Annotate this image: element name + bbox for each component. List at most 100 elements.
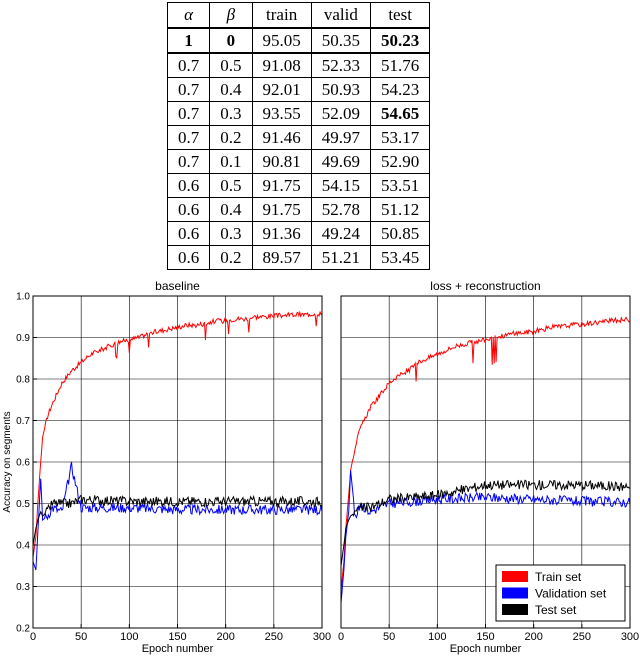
table-row: 0.6 0.5 91.75 54.15 53.51 — [166, 173, 431, 198]
chart-title: loss + reconstruction — [430, 279, 540, 293]
x-tick-label: 300 — [621, 631, 639, 643]
table-cell-beta: 0.3 — [209, 101, 253, 126]
table-cell-alpha: 0.7 — [166, 125, 211, 150]
accuracy-charts: baseline 0 50 100 150 200 250 300 0.2 0.3 0.4 0.5 0.… — [2, 279, 639, 655]
table-cell-alpha: 0.7 — [166, 101, 211, 126]
table-cell-valid: 52.78 — [310, 197, 372, 222]
table-header-row: α β train valid test — [166, 2, 431, 29]
table-cell-train: 91.08 — [251, 52, 312, 78]
table-cell-beta: 0.1 — [209, 149, 253, 174]
table-cell-test: 53.17 — [369, 125, 431, 150]
table-row: 1 0 95.05 50.35 50.23 — [166, 27, 431, 54]
x-tick-label: 0 — [30, 631, 36, 643]
table-cell-train: 91.46 — [251, 125, 312, 150]
table-cell-test: 50.23 — [369, 27, 431, 54]
legend-label: Test set — [535, 603, 577, 617]
y-tick-label: 0.8 — [16, 375, 30, 386]
table-cell-beta: 0.2 — [209, 245, 253, 270]
x-axis-label: Epoch number — [450, 643, 522, 655]
table-cell-valid: 52.09 — [310, 101, 372, 126]
table-cell-train: 91.36 — [251, 221, 312, 246]
chart-title: baseline — [155, 279, 200, 293]
table-body: 1 0 95.05 50.35 50.23 0.7 0.5 91.08 52.33 51.76 0.… — [166, 27, 431, 270]
table-row: 0.6 0.3 91.36 49.24 50.85 — [166, 221, 431, 246]
table-cell-train: 89.57 — [251, 245, 312, 270]
column-header-alpha: α — [166, 2, 211, 29]
table-cell-test: 54.23 — [369, 77, 431, 102]
table-cell-alpha: 0.6 — [166, 173, 211, 198]
table-cell-alpha: 1 — [166, 27, 211, 54]
table-cell-test: 51.76 — [369, 52, 431, 78]
series-line-validation-set — [340, 470, 631, 604]
y-tick-label: 0.4 — [16, 541, 30, 552]
column-header-beta: β — [209, 2, 253, 29]
table-cell-alpha: 0.6 — [166, 245, 211, 270]
y-axis-label: Accuracy on segments — [2, 411, 13, 512]
table-row: 0.6 0.2 89.57 51.21 53.45 — [166, 245, 431, 270]
legend-swatch — [502, 604, 528, 615]
series-line-test-set — [32, 494, 323, 546]
x-tick-label: 150 — [168, 631, 186, 643]
table-cell-beta: 0.4 — [209, 77, 253, 102]
table-cell-train: 91.75 — [251, 197, 312, 222]
table-cell-beta: 0.5 — [209, 52, 253, 78]
y-tick-label: 0.5 — [16, 499, 30, 510]
x-tick-label: 300 — [313, 631, 331, 643]
table-cell-alpha: 0.7 — [166, 77, 211, 102]
table-cell-test: 50.85 — [369, 221, 431, 246]
table-row: 0.7 0.5 91.08 52.33 51.76 — [166, 52, 431, 78]
x-axis-label: Epoch number — [142, 643, 214, 655]
table-cell-alpha: 0.6 — [166, 221, 211, 246]
table-cell-test: 52.90 — [369, 149, 431, 174]
column-header-train: train — [251, 2, 312, 29]
table-cell-train: 91.75 — [251, 173, 312, 198]
table-cell-alpha: 0.7 — [166, 52, 211, 78]
series-line-train-set — [32, 310, 323, 558]
x-tick-label: 200 — [216, 631, 234, 643]
y-tick-label: 1.0 — [16, 292, 30, 303]
table-row: 0.6 0.4 91.75 52.78 51.12 — [166, 197, 431, 222]
legend-swatch — [502, 587, 528, 599]
legend-swatch — [502, 571, 528, 582]
table-cell-beta: 0.2 — [209, 125, 253, 150]
table-cell-valid: 50.93 — [310, 77, 372, 102]
table-cell-valid: 54.15 — [310, 173, 372, 198]
results-table: α β train valid test 1 0 95.05 50.35 50.23 0.… — [166, 2, 431, 270]
x-tick-label: 200 — [524, 631, 542, 643]
results-table-container: α β train valid test 1 0 95.05 50.35 50.23 0.… — [166, 2, 431, 270]
x-tick-label: 50 — [383, 631, 395, 643]
series-line-train-set — [340, 316, 631, 591]
column-header-valid: valid — [310, 2, 372, 29]
table-cell-valid: 51.21 — [310, 245, 372, 270]
table-cell-alpha: 0.7 — [166, 149, 211, 174]
table-cell-valid: 49.69 — [310, 149, 372, 174]
x-tick-label: 50 — [75, 631, 87, 643]
table-cell-beta: 0.5 — [209, 173, 253, 198]
table-cell-beta: 0.4 — [209, 197, 253, 222]
x-tick-label: 100 — [120, 631, 138, 643]
table-cell-test: 51.12 — [369, 197, 431, 222]
table-cell-test: 53.51 — [369, 173, 431, 198]
table-row: 0.7 0.2 91.46 49.97 53.17 — [166, 125, 431, 150]
table-cell-test: 53.45 — [369, 245, 431, 270]
table-row: 0.7 0.3 93.55 52.09 54.65 — [166, 101, 431, 126]
x-tick-label: 250 — [573, 631, 591, 643]
column-header-test: test — [369, 2, 431, 29]
y-tick-label: 0.9 — [16, 333, 30, 344]
y-tick-label: 0.6 — [16, 458, 30, 469]
y-tick-label: 0.7 — [16, 416, 30, 427]
table-cell-train: 90.81 — [251, 149, 312, 174]
table-cell-beta: 0.3 — [209, 221, 253, 246]
legend-label: Validation set — [535, 587, 607, 601]
legend-label: Train set — [535, 570, 582, 584]
table-cell-train: 92.01 — [251, 77, 312, 102]
y-tick-label: 0.3 — [16, 582, 30, 593]
table-cell-valid: 50.35 — [310, 27, 372, 54]
table-cell-alpha: 0.6 — [166, 197, 211, 222]
x-tick-label: 250 — [265, 631, 283, 643]
x-tick-label: 0 — [338, 631, 344, 643]
x-tick-label: 100 — [428, 631, 446, 643]
table-cell-beta: 0 — [209, 27, 253, 54]
table-row: 0.7 0.1 90.81 49.69 52.90 — [166, 149, 431, 174]
x-tick-label: 150 — [476, 631, 494, 643]
